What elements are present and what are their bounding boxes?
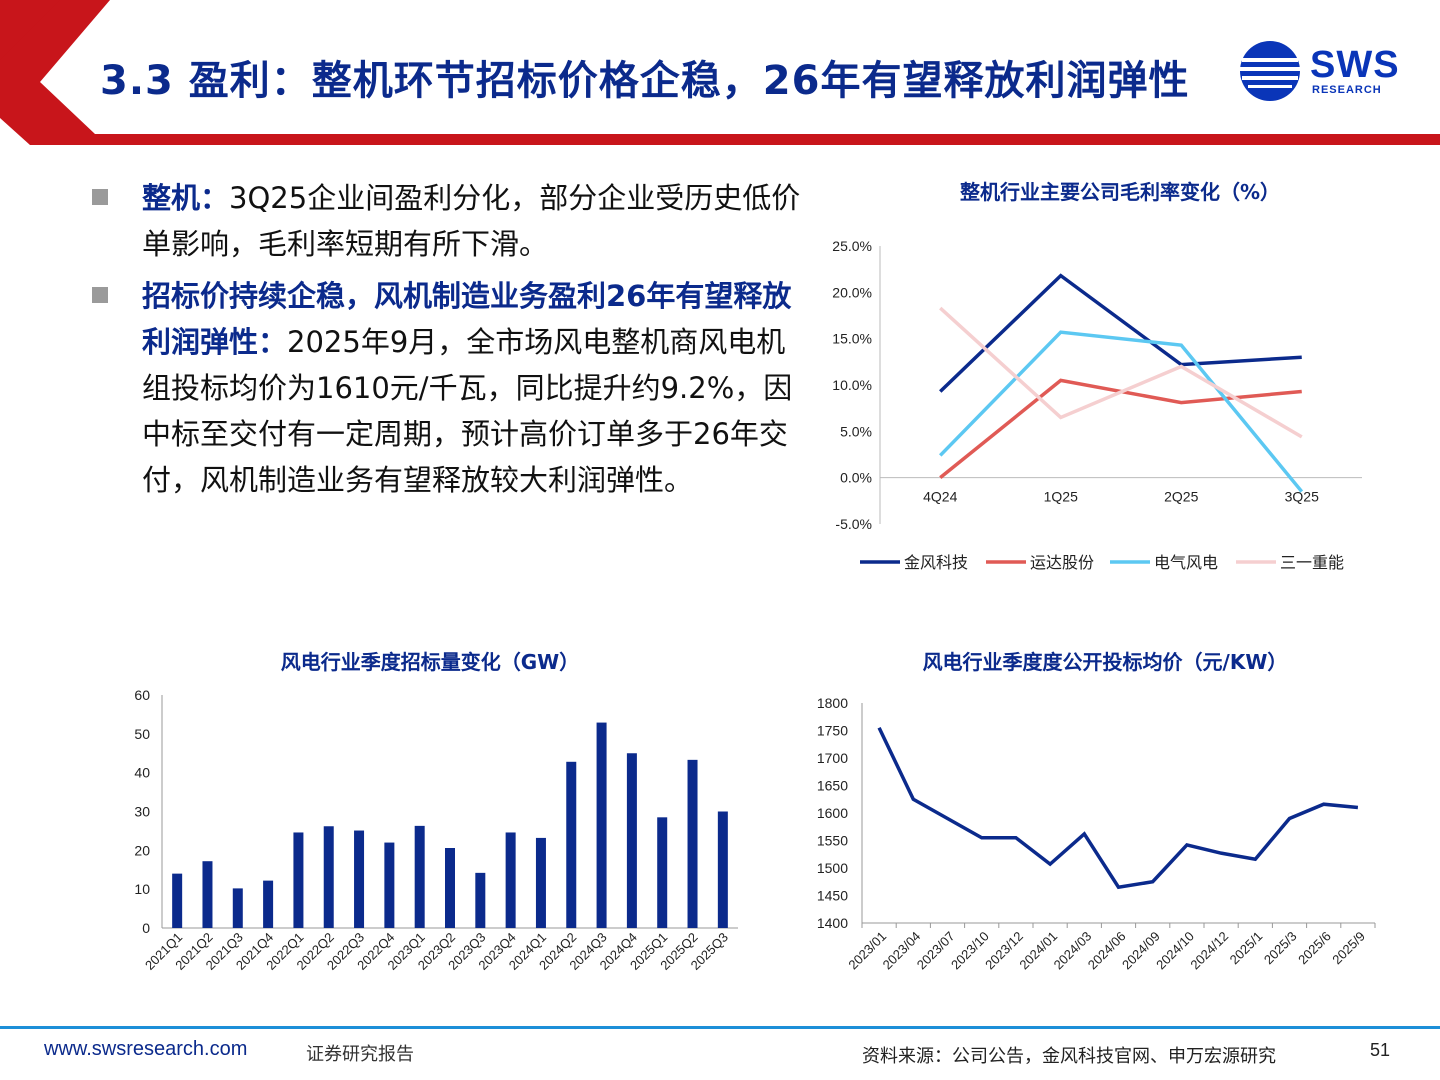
bar [596,722,607,928]
footer-divider [0,1026,1440,1029]
bar [323,826,334,928]
series-line [938,330,1304,493]
chart1-title: 整机行业主要公司毛利率变化（%） [959,180,1281,204]
y-tick-label: 25.0% [832,238,872,254]
bullet-2: 招标价持续企稳，风机制造业务盈利26年有望释放利润弹性：2025年9月，全市场风… [92,273,802,503]
y-tick-label: 0 [142,920,150,936]
chart2-title: 风电行业季度招标量变化（GW） [280,650,580,674]
bar [354,830,365,928]
bullet-1-text: 3Q25企业间盈利分化，部分企业受历史低价单影响，毛利率短期有所下滑。 [142,181,801,261]
sws-logo-icon [1240,41,1300,101]
footer-url-link[interactable]: www.swsresearch.com [44,1038,248,1060]
bar [232,888,243,928]
y-tick-label: 1550 [817,833,848,849]
bid-price-chart: 1800175017001650160015501500145014002023… [817,695,1376,973]
x-tick-label: 2025/3 [1261,929,1300,968]
header-banner [0,0,1440,145]
legend-label: 三一重能 [1280,554,1344,572]
y-tick-label: 1500 [817,860,848,876]
series-line [939,378,1302,480]
bar [445,848,455,928]
y-tick-label: 15.0% [832,331,872,347]
bullet-1-heading: 整机： [142,181,230,215]
legend-label: 电气风电 [1154,554,1218,572]
x-tick-label: 2025/9 [1329,929,1368,968]
bullet-1: 整机：3Q25企业间盈利分化，部分企业受历史低价单影响，毛利率短期有所下滑。 [92,175,802,267]
x-tick-label: 2Q25 [1164,489,1198,505]
y-tick-label: 1750 [817,723,848,739]
page-number: 51 [1370,1040,1391,1060]
y-tick-label: 1600 [817,805,848,821]
footer-source: 资料来源：公司公告，金风科技官网、申万宏源研究 [862,1046,1276,1067]
y-tick-label: 1800 [817,695,848,711]
y-tick-label: 40 [134,765,150,781]
logo-subtext: RESEARCH [1312,84,1382,96]
y-tick-label: 10 [134,881,150,897]
bar [717,811,728,928]
price-line [877,726,1359,890]
bar [626,753,637,928]
bar [172,873,183,928]
y-tick-label: 5.0% [840,423,872,439]
y-tick-label: 0.0% [840,470,872,486]
y-tick-label: 50 [134,726,150,742]
logo-text: SWS [1310,44,1400,86]
footer-report-label: 证券研究报告 [306,1044,414,1065]
bar [475,872,486,928]
x-tick-label: 2024/12 [1187,929,1231,973]
y-tick-label: 1650 [817,778,848,794]
tender-volume-chart: 01020304050602021Q12021Q22021Q32021Q4202… [134,687,738,973]
legend-label: 运达股份 [1030,554,1094,572]
bar [566,761,577,928]
series-line [939,306,1303,439]
bar [263,880,274,928]
y-tick-label: 30 [134,804,150,820]
legend-label: 金风科技 [904,554,968,572]
bar [535,837,546,928]
bar [293,832,304,928]
x-tick-label: 4Q24 [923,489,957,505]
bar [687,759,698,928]
y-tick-label: 1450 [817,888,848,904]
y-tick-label: 20 [134,842,150,858]
y-tick-label: 1700 [817,750,848,766]
bullet-2-text: 2025年9月，全市场风电整机商风电机组投标均价为1610元/千瓦，同比提升约9… [142,325,793,497]
bar [414,825,425,928]
bar [202,861,213,928]
bullet-2-heading: 招标价持续企稳，风机制造业务盈利26年有望释放利润弹性： [142,279,792,359]
bar [505,832,516,928]
bar [657,817,668,928]
y-tick-label: 10.0% [832,377,872,393]
bar [384,842,395,928]
x-tick-label: 3Q25 [1285,489,1319,505]
y-tick-label: 1400 [817,915,848,931]
chart3-title: 风电行业季度度公开投标均价（元/KW） [922,650,1288,674]
y-tick-label: -5.0% [835,516,872,532]
y-tick-label: 60 [134,687,150,703]
slide-title: 3.3 盈利：整机环节招标价格企稳，26年有望释放利润弹性 [100,58,1190,104]
bullet-square-icon [92,287,108,303]
x-tick-label: 1Q25 [1044,489,1078,505]
x-tick-label: 2025/1 [1227,929,1266,968]
series-line [939,273,1302,393]
gross-margin-chart: 25.0% 20.0% 15.0% 10.0% 5.0% 0.0% -5.0% 4Q24 1Q2… [832,238,1362,572]
x-tick-label: 2025/6 [1295,929,1334,968]
y-tick-label: 20.0% [832,284,872,300]
bullet-square-icon [92,189,108,205]
